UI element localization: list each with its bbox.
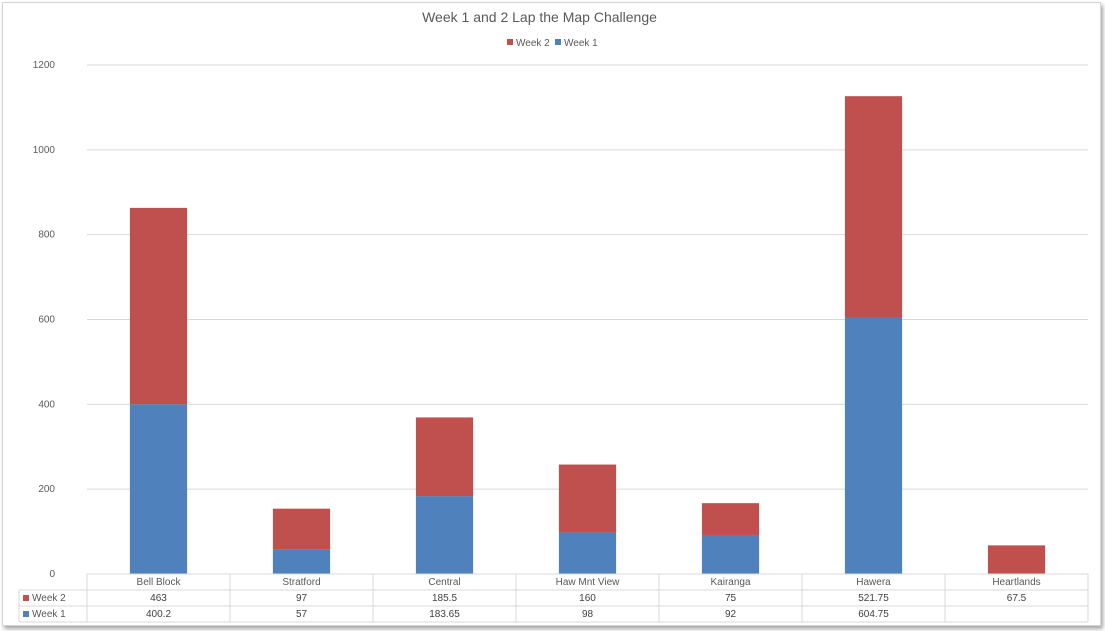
- legend-label-1: Week 2: [516, 38, 550, 49]
- table-cell-week-1-2: 57: [296, 609, 308, 620]
- table-key-week-2: [23, 595, 29, 601]
- x-tick-label-2: Stratford: [282, 577, 320, 588]
- bar-week-1-4: [558, 532, 617, 574]
- bar-week-2-5: [701, 503, 760, 535]
- x-tick-label-6: Hawera: [856, 577, 891, 588]
- table-cell-week-1-4: 98: [582, 609, 594, 620]
- chart-title: Week 1 and 2 Lap the Map Challenge: [422, 9, 657, 25]
- table-key-week-1: [23, 611, 29, 617]
- table-row-label-week-1: Week 1: [32, 609, 66, 620]
- table-cell-week-2-1: 463: [150, 593, 167, 604]
- table-cell-week-2-4: 160: [579, 593, 596, 604]
- table-cell-week-1-1: 400.2: [146, 609, 171, 620]
- bar-week-2-7: [987, 545, 1046, 574]
- x-tick-label-4: Haw Mnt View: [556, 577, 621, 588]
- y-tick-label-2: 200: [38, 484, 55, 495]
- y-tick-label-1: 0: [49, 569, 55, 580]
- x-tick-label-1: Bell Block: [137, 577, 182, 588]
- bar-week-2-1: [129, 207, 188, 405]
- y-tick-label-5: 800: [38, 230, 55, 241]
- table-cell-week-2-5: 75: [725, 593, 737, 604]
- bar-week-1-3: [415, 496, 474, 574]
- y-tick-label-6: 1000: [33, 145, 56, 156]
- bar-week-1-5: [701, 534, 760, 574]
- bar-week-2-6: [844, 96, 903, 318]
- table-cell-week-2-2: 97: [296, 593, 308, 604]
- bar-week-2-3: [415, 417, 474, 497]
- legend-swatch-2: [555, 39, 561, 45]
- table-cell-week-1-6: 604.75: [858, 609, 889, 620]
- bar-week-2-2: [272, 508, 331, 550]
- table-cell-week-2-7: 67.5: [1007, 593, 1027, 604]
- table-row-label-week-2: Week 2: [32, 593, 66, 604]
- y-tick-label-7: 1200: [33, 60, 56, 71]
- legend-label-2: Week 1: [564, 38, 598, 49]
- bar-week-1-1: [129, 404, 188, 574]
- table-cell-week-1-3: 183.65: [429, 609, 460, 620]
- bar-week-1-2: [272, 549, 331, 574]
- table-cell-week-1-5: 92: [725, 609, 737, 620]
- bar-week-1-6: [844, 317, 903, 574]
- x-tick-label-7: Heartlands: [992, 577, 1040, 588]
- y-tick-label-4: 600: [38, 315, 55, 326]
- x-tick-label-5: Kairanga: [710, 577, 750, 588]
- legend-swatch-1: [507, 39, 513, 45]
- table-cell-week-2-6: 521.75: [858, 593, 889, 604]
- x-tick-label-3: Central: [428, 577, 460, 588]
- stacked-bar-chart: Week 1 and 2 Lap the Map Challenge Week 2…: [18, 9, 1089, 623]
- bar-week-2-4: [558, 464, 617, 533]
- y-tick-label-3: 400: [38, 399, 55, 410]
- table-cell-week-2-3: 185.5: [432, 593, 457, 604]
